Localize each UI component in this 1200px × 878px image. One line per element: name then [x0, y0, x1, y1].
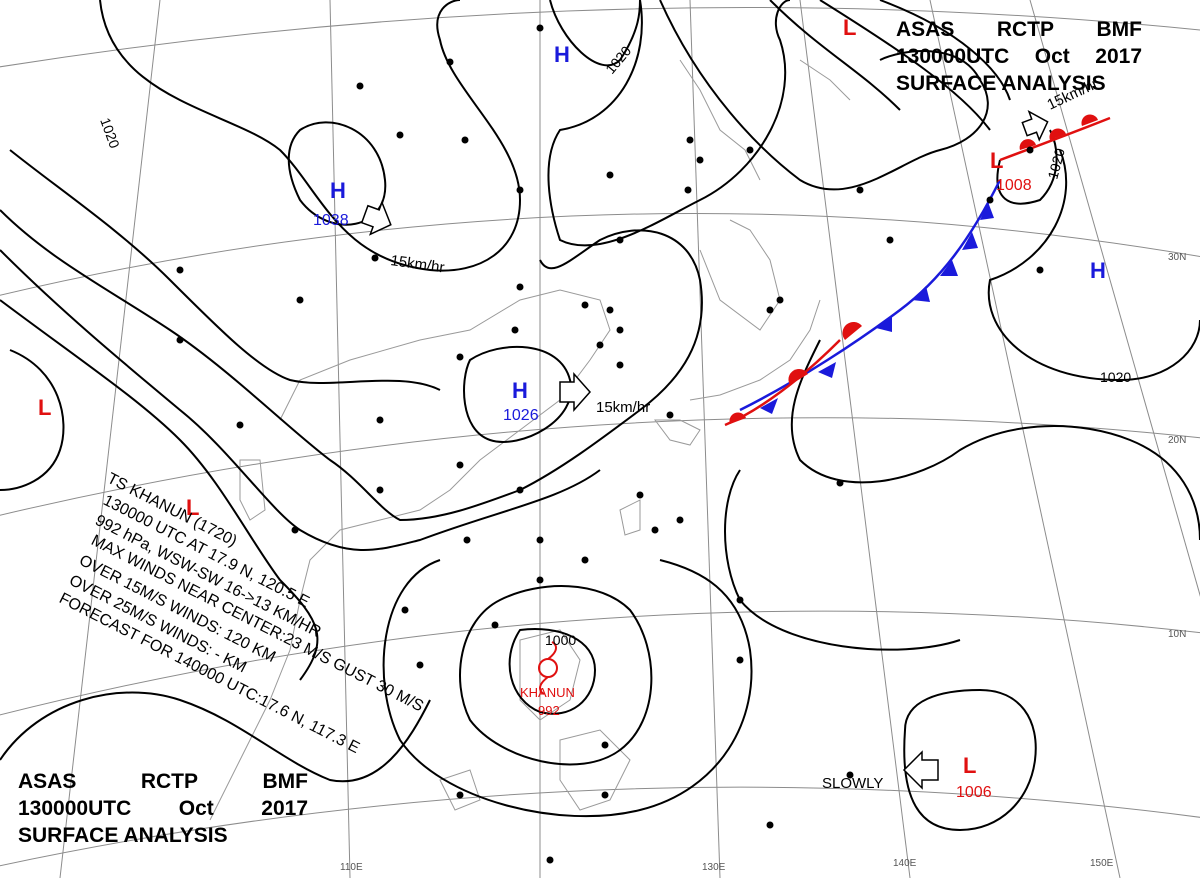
lat-label: 20N	[1168, 435, 1186, 446]
motion-arrows	[360, 109, 1049, 790]
header-time: 130000UTC	[896, 45, 1010, 68]
lon-label: 130E	[702, 862, 726, 873]
header-code: BMF	[262, 770, 309, 793]
low-center-value: 1006	[956, 784, 992, 801]
low-center-symbol: L	[186, 495, 199, 520]
storm-label: KHANUN 992	[520, 685, 575, 718]
header-month: Oct	[1034, 45, 1070, 68]
header-year: 2017	[1095, 45, 1142, 68]
lon-label: 110E	[340, 862, 363, 873]
high-center-value: 1038	[313, 212, 349, 229]
storm-pressure: 992	[538, 703, 560, 718]
isobar-label: 1020	[1100, 369, 1131, 385]
low-center-symbol: L	[843, 15, 856, 40]
pressure-centers: H 1038 H 1026 H H L 1008 L 1006 L L L	[38, 15, 1106, 801]
isobar-label: 1000	[545, 632, 576, 648]
high-center-symbol: H	[512, 378, 528, 403]
high-center-symbol: H	[1090, 258, 1106, 283]
storm-info-block: TS KHANUN (1720) 130000 UTC AT 17.9 N, 1…	[56, 470, 538, 757]
header-station: RCTP	[996, 18, 1055, 41]
tropical-storm-symbol	[538, 641, 558, 695]
motion-label: 15km/hr	[596, 399, 650, 416]
graticule-labels: 30N 20N 10N 110E 130E 140E 150E	[340, 252, 1186, 873]
header-title: SURFACE ANALYSIS	[18, 824, 228, 847]
lat-label: 10N	[1168, 629, 1186, 640]
lat-label: 30N	[1168, 252, 1186, 263]
motion-label: 15km/hr	[389, 252, 445, 276]
warm-front	[724, 114, 1111, 427]
isobar-label: 1020	[97, 116, 123, 151]
low-center-value: 1008	[996, 177, 1032, 194]
chart-header-bottom-left: ASAS RCTP BMF 130000UTC Oct 2017 SURFACE…	[18, 768, 308, 849]
isobar-label: 1020	[1044, 146, 1068, 180]
header-title: SURFACE ANALYSIS	[896, 72, 1106, 95]
chart-header-top-right: ASAS RCTP BMF 130000UTC Oct 2017 SURFACE…	[896, 16, 1142, 97]
header-time: 130000UTC	[18, 797, 132, 820]
low-center-symbol: L	[963, 753, 976, 778]
header-agency: ASAS	[18, 770, 77, 793]
storm-name: KHANUN	[520, 685, 575, 700]
header-month: Oct	[178, 797, 214, 820]
isobar-label: 1020	[602, 43, 634, 77]
lon-label: 150E	[1090, 858, 1114, 869]
high-center-value: 1026	[503, 407, 539, 424]
low-center-symbol: L	[38, 395, 51, 420]
high-center-symbol: H	[330, 178, 346, 203]
high-center-symbol: H	[554, 42, 570, 67]
low-center-symbol: L	[990, 148, 1003, 173]
header-agency: ASAS	[896, 18, 955, 41]
header-station: RCTP	[140, 770, 199, 793]
station-plots	[176, 24, 1044, 864]
motion-label: SLOWLY	[822, 775, 883, 792]
lon-label: 140E	[893, 858, 917, 869]
header-code: BMF	[1096, 18, 1143, 41]
header-year: 2017	[261, 797, 308, 820]
